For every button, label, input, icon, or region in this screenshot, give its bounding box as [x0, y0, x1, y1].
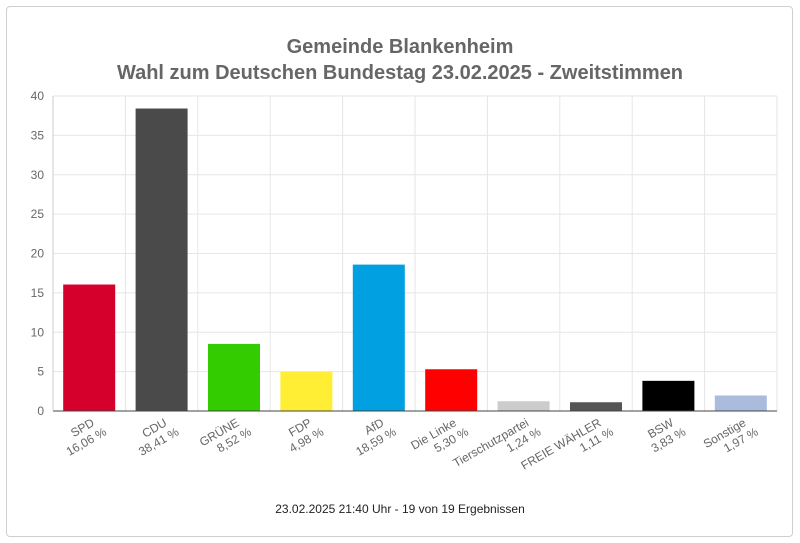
bar-cdu	[135, 108, 188, 412]
x-tick-label: FREIE WÄHLER1,11 %	[519, 412, 616, 484]
chart-title: Gemeinde Blankenheim	[286, 36, 514, 58]
y-tick-label: 20	[31, 247, 45, 261]
y-tick-label: 40	[31, 89, 45, 103]
x-tick-label: CDU38,41 %	[129, 412, 181, 458]
bar-die-linke	[425, 369, 478, 411]
bar-fdp	[280, 371, 333, 411]
x-tick-label: FDP4,98 %	[280, 412, 327, 455]
bar-spd	[63, 284, 116, 411]
x-tick-label: GRÜNE8,52 %	[197, 412, 254, 461]
chart-subtitle: Wahl zum Deutschen Bundestag 23.02.2025 …	[116, 62, 684, 84]
y-tick-label: 5	[37, 365, 44, 379]
x-tick-label: BSW3,83 %	[642, 412, 689, 455]
y-tick-label: 30	[31, 168, 45, 182]
bar-grüne	[208, 343, 260, 411]
x-tick-label: SPD16,06 %	[57, 412, 109, 458]
bar-bsw	[642, 380, 695, 411]
bar-freie-wähler	[570, 402, 622, 411]
bar-sonstige	[714, 395, 767, 411]
x-tick-label: AfD18,59 %	[346, 412, 398, 458]
x-tick-label: Tierschutzpartei1,24 %	[451, 412, 544, 482]
results-footer: 23.02.2025 21:40 Uhr - 19 von 19 Ergebni…	[275, 502, 525, 516]
y-tick-label: 25	[31, 207, 45, 221]
bar-tierschutzpartei	[497, 401, 550, 411]
y-tick-label: 15	[31, 286, 45, 300]
y-tick-label: 0	[37, 404, 44, 418]
bar-afd	[352, 264, 405, 411]
y-tick-label: 10	[31, 325, 45, 339]
y-tick-label: 35	[31, 128, 45, 142]
x-tick-label: Sonstige1,97 %	[701, 412, 761, 463]
